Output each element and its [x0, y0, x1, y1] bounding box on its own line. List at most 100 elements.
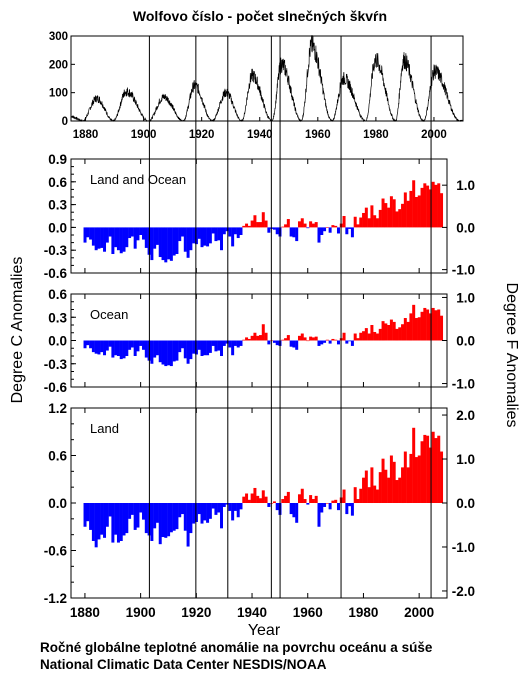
sunspot-series-line — [70, 35, 463, 123]
anomaly-bar — [233, 340, 237, 346]
anomaly-bar — [428, 189, 432, 228]
anomaly-bar — [181, 340, 184, 349]
anomaly-bar — [144, 227, 148, 248]
anomaly-bar — [200, 503, 204, 524]
anomaly-bar — [183, 503, 187, 531]
anomaly-bar — [155, 227, 159, 245]
anomaly-bar — [353, 333, 357, 341]
anomaly-bar — [353, 216, 357, 228]
anomaly-bar — [348, 503, 352, 507]
anomaly-bar — [220, 503, 223, 529]
anomaly-bar — [281, 339, 285, 341]
anomaly-bar — [401, 467, 405, 504]
fahrenheit-tick-label: 1.0 — [456, 290, 475, 305]
anomaly-bar — [381, 198, 385, 228]
anomaly-bar — [217, 340, 221, 351]
anomaly-bar — [409, 453, 413, 503]
anomaly-bar — [378, 472, 382, 504]
anomaly-bar — [211, 503, 215, 509]
anomaly-bar — [267, 503, 271, 507]
anomaly-bar — [320, 340, 324, 345]
y-axis-left-label: Degree C Anomalies — [9, 257, 26, 404]
anomaly-bar — [100, 227, 104, 248]
anomaly-bar — [214, 340, 218, 352]
anomaly-bar — [220, 340, 223, 356]
anomaly-bar — [239, 227, 243, 235]
anomaly-bar — [217, 227, 221, 241]
anomaly-bar — [130, 340, 134, 348]
celsius-tick-label: -0.3 — [44, 357, 68, 372]
anomaly-bar — [392, 321, 396, 341]
anomaly-bar — [200, 340, 204, 356]
year-tick-label: 2000 — [404, 605, 434, 620]
anomaly-bar — [192, 227, 196, 244]
anomaly-bar — [119, 340, 123, 360]
sunspot-y-tick-label: 300 — [49, 31, 68, 43]
anomaly-bar — [409, 190, 413, 228]
anomaly-bar — [392, 461, 396, 503]
anomaly-bar — [167, 340, 171, 366]
anomaly-bar — [342, 489, 346, 503]
year-tick-label: 1940 — [237, 605, 267, 620]
celsius-tick-label: 0.6 — [48, 175, 67, 190]
anomaly-bar — [284, 338, 288, 341]
anomaly-bar — [139, 340, 143, 346]
anomaly-bar — [395, 328, 399, 341]
anomaly-bar — [328, 340, 332, 344]
anomaly-bar — [203, 340, 207, 356]
anomaly-bar — [381, 458, 385, 503]
anomaly-bar — [150, 227, 154, 261]
anomaly-bar — [345, 503, 349, 515]
anomaly-bar — [136, 503, 140, 528]
fahrenheit-tick-label: 0.0 — [456, 496, 475, 511]
anomaly-bar — [94, 227, 98, 251]
anomaly-bar — [328, 503, 332, 510]
anomaly-bar — [434, 310, 438, 341]
anomaly-bar — [420, 441, 424, 503]
anomaly-bar — [236, 340, 240, 348]
anomaly-bar — [392, 199, 396, 228]
anomaly-bar — [83, 227, 87, 243]
anomaly-bar — [181, 503, 184, 515]
panel-label: Land and Ocean — [90, 172, 186, 187]
anomaly-bar — [401, 203, 405, 228]
anomaly-bar — [409, 313, 413, 341]
anomaly-bar — [342, 216, 346, 228]
anomaly-bar — [292, 227, 296, 238]
anomaly-bar — [437, 183, 441, 228]
anomaly-bar — [175, 227, 179, 254]
anomaly-bar — [136, 340, 140, 352]
anomaly-bar — [398, 327, 402, 341]
anomaly-bar — [116, 227, 120, 251]
anomaly-bar — [403, 451, 407, 503]
anomaly-bar — [197, 227, 201, 239]
anomaly-bar — [103, 503, 107, 538]
anomaly-bar — [247, 338, 251, 341]
anomaly-bar — [289, 227, 293, 237]
anomaly-bar — [264, 220, 268, 228]
anomaly-bar — [222, 340, 226, 346]
anomaly-bar — [225, 340, 229, 344]
anomaly-bar — [128, 227, 132, 239]
anomaly-bar — [317, 503, 321, 527]
anomaly-bar — [197, 340, 201, 350]
anomaly-bar — [169, 503, 173, 533]
anomaly-bar — [189, 503, 193, 534]
anomaly-bar — [189, 340, 193, 360]
anomaly-bar — [300, 218, 304, 228]
anomaly-bar — [108, 503, 112, 517]
anomaly-bar — [139, 227, 143, 235]
anomaly-bar — [414, 197, 418, 228]
celsius-tick-label: 0.6 — [48, 287, 67, 302]
anomaly-bar — [130, 227, 134, 237]
fahrenheit-tick-label: 1.0 — [456, 178, 475, 193]
anomaly-bar — [169, 340, 173, 367]
anomaly-bar — [206, 227, 210, 247]
anomaly-bar — [158, 227, 162, 258]
anomaly-bar — [406, 200, 410, 228]
anomaly-bar — [412, 180, 416, 228]
anomaly-bar — [233, 227, 237, 235]
anomaly-bar — [91, 503, 95, 541]
anomaly-bar — [334, 499, 338, 503]
anomaly-bar — [300, 333, 304, 341]
